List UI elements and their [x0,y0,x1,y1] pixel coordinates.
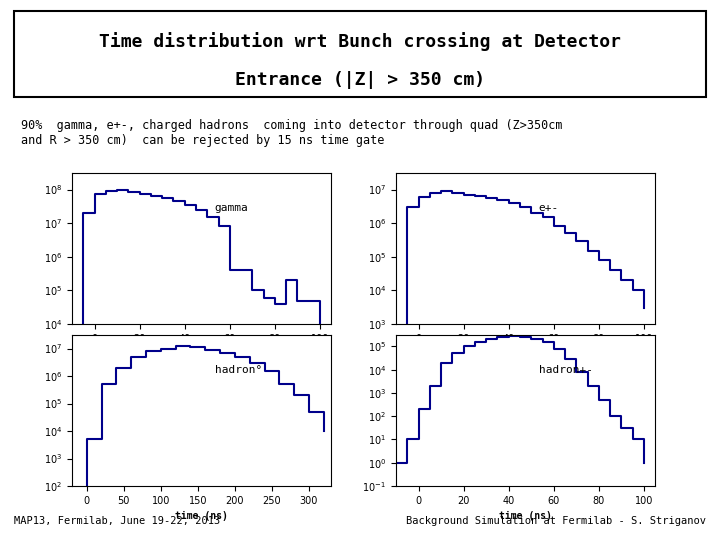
Text: MAP13, Fermilab, June 19-22, 2013: MAP13, Fermilab, June 19-22, 2013 [14,516,220,526]
Text: hadron°: hadron° [215,364,262,375]
X-axis label: time (ns): time (ns) [175,511,228,521]
Text: e+-: e+- [539,202,559,213]
X-axis label: time (ns): time (ns) [499,511,552,521]
Text: hadron+-: hadron+- [539,364,593,375]
Text: Entrance (|Z| > 350 cm): Entrance (|Z| > 350 cm) [235,71,485,89]
Text: Background Simulation at Fermilab - S. Striganov: Background Simulation at Fermilab - S. S… [405,516,706,526]
X-axis label: time (ns): time (ns) [499,349,552,359]
X-axis label: time (ns): time (ns) [175,349,228,359]
Text: 90%  gamma, e+-, charged hadrons  coming into detector through quad (Z>350cm
and: 90% gamma, e+-, charged hadrons coming i… [22,119,563,147]
Text: gamma: gamma [215,202,248,213]
FancyBboxPatch shape [14,11,706,97]
Text: Time distribution wrt Bunch crossing at Detector: Time distribution wrt Bunch crossing at … [99,31,621,51]
